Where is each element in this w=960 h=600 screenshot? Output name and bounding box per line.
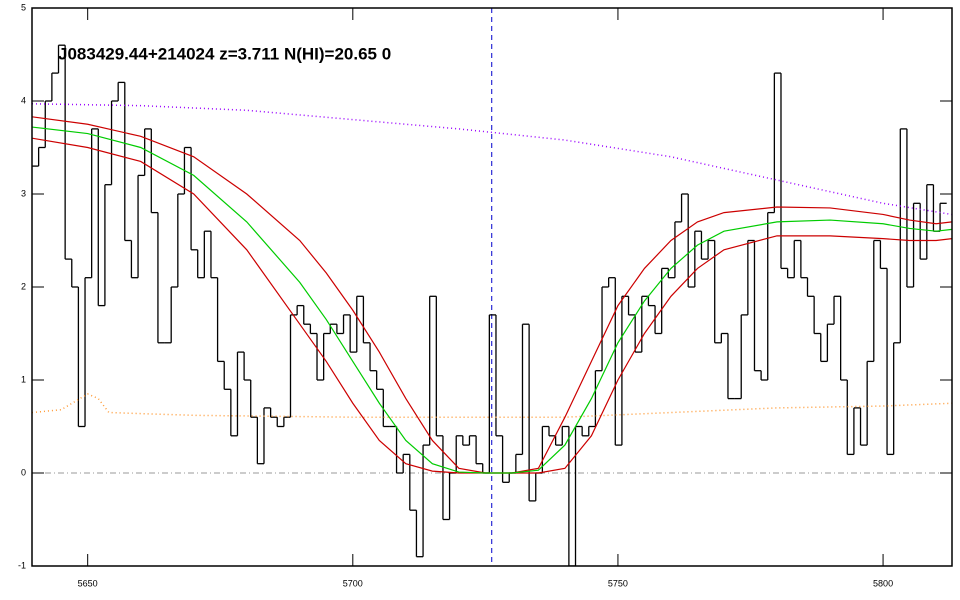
y-tick-label: 0 xyxy=(21,467,26,477)
x-tick-label: 5750 xyxy=(608,578,628,588)
model-curve xyxy=(32,137,952,474)
plot-area xyxy=(32,8,952,566)
y-tick-label: 4 xyxy=(21,95,26,105)
y-tick-label: -1 xyxy=(18,560,26,570)
model-curve xyxy=(32,393,952,418)
model-curve xyxy=(32,116,952,474)
y-tick-label: 5 xyxy=(21,2,26,12)
chart-title: J083429.44+214024 z=3.711 N(HI)=20.65 0 xyxy=(58,44,391,63)
y-tick-label: 2 xyxy=(21,281,26,291)
x-tick-label: 5700 xyxy=(343,578,363,588)
x-tick-label: 5800 xyxy=(873,578,893,588)
y-tick-label: 3 xyxy=(21,188,26,198)
x-tick-label: 5650 xyxy=(78,578,98,588)
y-tick-label: 1 xyxy=(21,374,26,384)
model-curve xyxy=(32,126,952,474)
model-curve xyxy=(32,103,952,216)
